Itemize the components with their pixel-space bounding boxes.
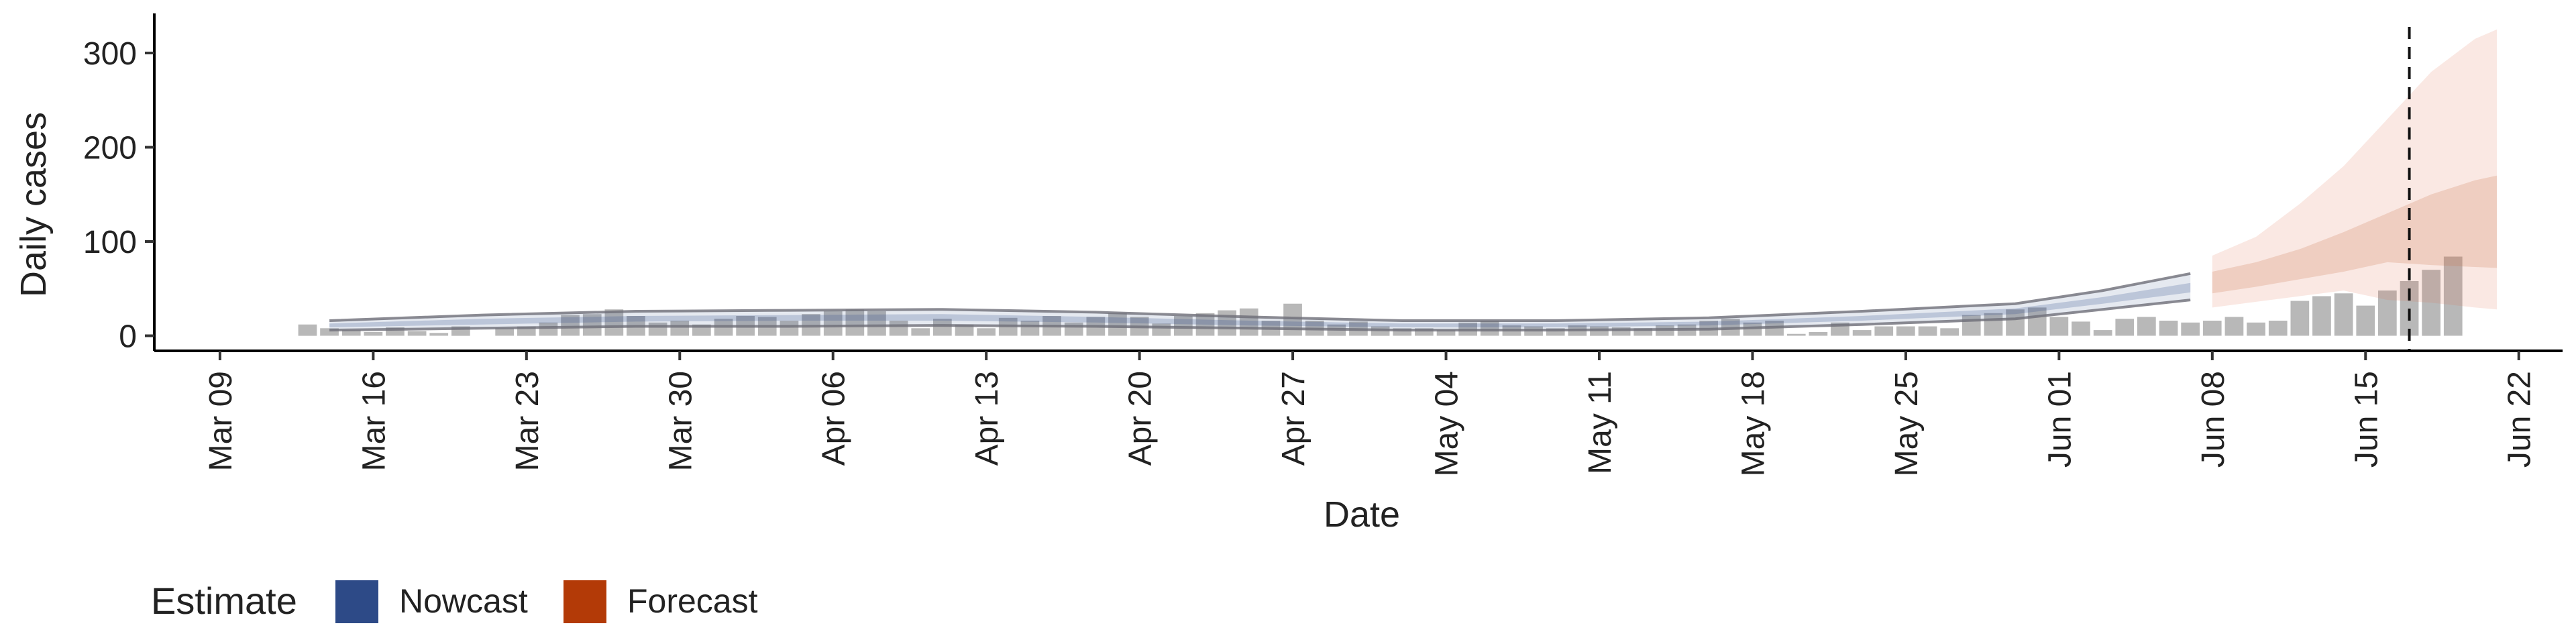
y-tick-label: 300: [83, 36, 137, 72]
case-bar: [2312, 296, 2331, 336]
x-tick-label: Apr 20: [1123, 371, 1159, 466]
nowcast-band-inner: [329, 282, 2191, 327]
case-bar: [2334, 293, 2353, 336]
y-tick-label: 100: [83, 225, 137, 260]
case-bar: [407, 331, 427, 336]
case-bar: [298, 324, 317, 336]
plot-area: [298, 27, 2498, 351]
x-tick-label: Mar 09: [203, 371, 239, 471]
x-tick-label: Apr 06: [816, 371, 852, 466]
x-tick-label: Jun 01: [2042, 371, 2078, 468]
case-bar: [1108, 313, 1127, 336]
legend-label-forecast: Forecast: [627, 582, 758, 620]
case-bar: [2443, 256, 2463, 336]
case-bar: [823, 311, 843, 336]
x-tick-label: Apr 27: [1276, 371, 1311, 466]
case-bar: [1546, 328, 1565, 336]
case-bar: [2356, 305, 2375, 336]
case-bar: [1984, 313, 2003, 336]
case-bar: [429, 333, 449, 336]
x-tick-label: Mar 23: [510, 371, 545, 471]
case-bar: [1436, 330, 1456, 336]
case-bar: [604, 309, 624, 336]
case-bar: [1633, 328, 1653, 336]
case-bar: [364, 331, 383, 336]
case-bar: [561, 315, 580, 336]
nowcast-lower-line: [329, 299, 2191, 332]
legend-swatch-nowcast: [335, 580, 378, 623]
case-bar: [2378, 290, 2397, 336]
y-tick-label: 200: [83, 131, 137, 166]
y-tick-label: 0: [119, 319, 137, 355]
case-bar: [2247, 322, 2265, 336]
case-bar: [977, 328, 996, 336]
case-bar: [2224, 317, 2244, 336]
case-bar: [1962, 315, 1981, 336]
case-bar: [1393, 328, 1412, 336]
forecast-band-outer: [2212, 29, 2498, 310]
case-bar: [1874, 326, 1894, 336]
x-tick-label: Jun 08: [2196, 371, 2231, 468]
case-bar: [1918, 326, 1937, 336]
forecast-band-inner: [2212, 175, 2498, 294]
case-bar: [582, 314, 602, 336]
legend-title: Estimate: [151, 580, 297, 622]
case-bar: [1239, 308, 1258, 336]
case-bar: [2137, 317, 2156, 336]
x-axis-title: Date: [1324, 494, 1400, 535]
x-tick-label: Apr 13: [969, 371, 1005, 466]
case-bar: [2027, 307, 2047, 336]
case-bar: [1174, 316, 1193, 336]
case-bar: [1218, 310, 1236, 336]
case-bar: [1896, 326, 1915, 336]
case-bar: [867, 311, 886, 336]
case-bar: [1809, 331, 1828, 336]
case-bar: [2093, 330, 2112, 336]
case-bar: [2181, 322, 2200, 336]
axes: 0 100 200 300 Mar 09 Mar 16 Mar 23 Mar 30 Apr 06…: [83, 13, 2563, 476]
case-bar: [2268, 321, 2288, 336]
case-bar: [2202, 321, 2222, 336]
case-bar: [2006, 309, 2025, 336]
case-bar: [495, 328, 514, 336]
x-tick-label: May 04: [1430, 371, 1465, 476]
case-bar: [1020, 321, 1040, 336]
case-bar: [1786, 333, 1806, 336]
x-tick-label: May 25: [1889, 371, 1925, 476]
nowcast-band-outer: [329, 273, 2191, 331]
legend: Estimate Nowcast Forecast: [151, 580, 758, 623]
case-bar: [933, 319, 952, 336]
y-axis-title: Daily cases: [13, 112, 54, 297]
case-bar: [1480, 321, 1499, 336]
case-bar: [2072, 321, 2090, 336]
case-bar: [2290, 301, 2310, 336]
case-bar: [955, 324, 974, 336]
x-tick-label: May 18: [1736, 371, 1772, 476]
legend-label-nowcast: Nowcast: [399, 582, 528, 620]
x-tick-label: Jun 22: [2502, 371, 2538, 468]
case-bar: [780, 321, 799, 336]
legend-swatch-forecast: [564, 580, 606, 623]
x-tick-label: Jun 15: [2349, 371, 2384, 468]
case-bar: [1940, 328, 1959, 336]
case-bar: [845, 309, 865, 336]
nowcast-upper-line: [329, 272, 2191, 322]
case-bar: [1283, 303, 1302, 336]
case-bar: [320, 328, 339, 336]
case-bar: [341, 330, 361, 336]
case-bar: [2422, 270, 2440, 336]
case-bar: [1852, 330, 1872, 336]
case-bar: [2049, 317, 2069, 336]
x-tick-label: May 11: [1582, 371, 1618, 474]
case-bar: [2115, 319, 2135, 336]
case-bar: [911, 328, 930, 336]
case-bar: [670, 321, 690, 336]
case-bar: [539, 322, 558, 336]
case-bar: [2159, 321, 2178, 336]
case-bar: [1415, 328, 1434, 336]
x-tick-label: Mar 16: [356, 371, 392, 471]
x-tick-label: Mar 30: [663, 371, 698, 471]
